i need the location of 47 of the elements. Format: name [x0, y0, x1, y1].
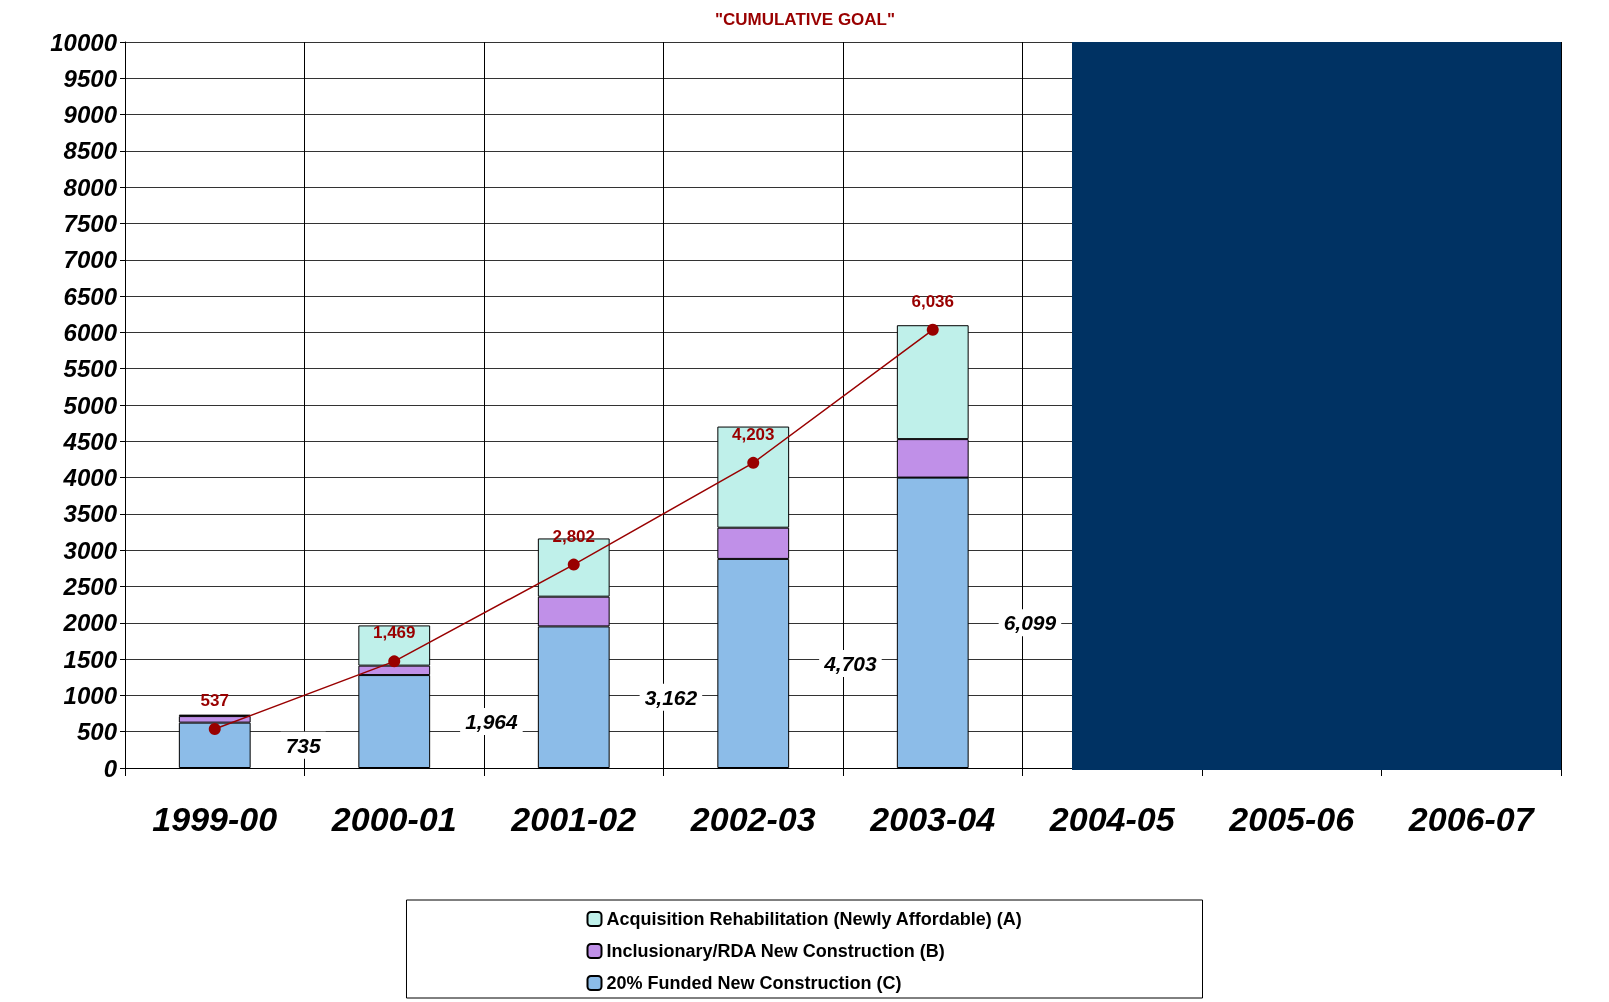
x-tick-label: 1999-00 [152, 800, 278, 838]
y-tick-label: 2500 [62, 573, 118, 600]
y-tick-label: 7500 [63, 210, 118, 237]
y-tick-label: 5500 [63, 355, 118, 383]
point [567, 558, 580, 571]
point [747, 456, 760, 469]
x-tick-label: 2002-03 [689, 800, 816, 838]
y-tick-label: 6000 [63, 318, 118, 346]
y-tick-label: 1000 [63, 681, 118, 709]
x-tick-label: 2001-02 [510, 800, 637, 838]
y-tick-label: 500 [76, 718, 118, 746]
y-tick-label: 9000 [63, 101, 118, 129]
y-tick-label: 4000 [62, 464, 118, 492]
y-tick-label: 3000 [63, 536, 118, 564]
y-tick-label: 5000 [63, 391, 118, 419]
legend-label: Acquisition Rehabilitation (Newly Affordable) (A) [606, 909, 1022, 929]
total-label: 1,964 [465, 710, 519, 734]
data-label: 1,469 [372, 623, 416, 643]
y-tick-label: 3500 [63, 500, 118, 528]
data-label: 4,203 [731, 424, 775, 444]
total-label: 4,703 [823, 651, 878, 675]
y-tick-label: 7000 [63, 246, 118, 274]
x-tick-label: 2003-04 [869, 800, 996, 838]
point [208, 723, 221, 736]
y-tick-label: 6500 [63, 282, 118, 310]
y-tick-label: 10000 [50, 28, 118, 56]
total-label: 3,162 [644, 685, 698, 709]
x-tick-label: 2005-06 [1228, 800, 1356, 838]
legend-label: 20% Funded New Construction (C) [606, 973, 902, 993]
y-tick-label: 2000 [62, 609, 118, 637]
point [926, 323, 939, 336]
y-tick-label: 1500 [63, 645, 118, 673]
x-tick-label: 2004-05 [1048, 800, 1176, 838]
data-label: 537 [200, 691, 229, 711]
y-tick-label: 4500 [62, 427, 118, 455]
y-tick-label: 0 [103, 754, 118, 782]
legend-label: Inclusionary/RDA New Construction (B) [606, 941, 945, 961]
data-label: 6,036 [911, 291, 955, 311]
x-tick-label: 2006-07 [1407, 800, 1536, 838]
x-tick-label: 2000-01 [330, 800, 457, 838]
total-label: 735 [285, 733, 322, 757]
total-label: 6,099 [1003, 611, 1057, 635]
y-tick-label: 8000 [63, 173, 118, 201]
point [388, 655, 401, 668]
y-tick-label: 9500 [63, 64, 118, 92]
chart-title: "CUMULATIVE GOAL" [714, 10, 896, 29]
y-tick-label: 8500 [63, 137, 118, 165]
